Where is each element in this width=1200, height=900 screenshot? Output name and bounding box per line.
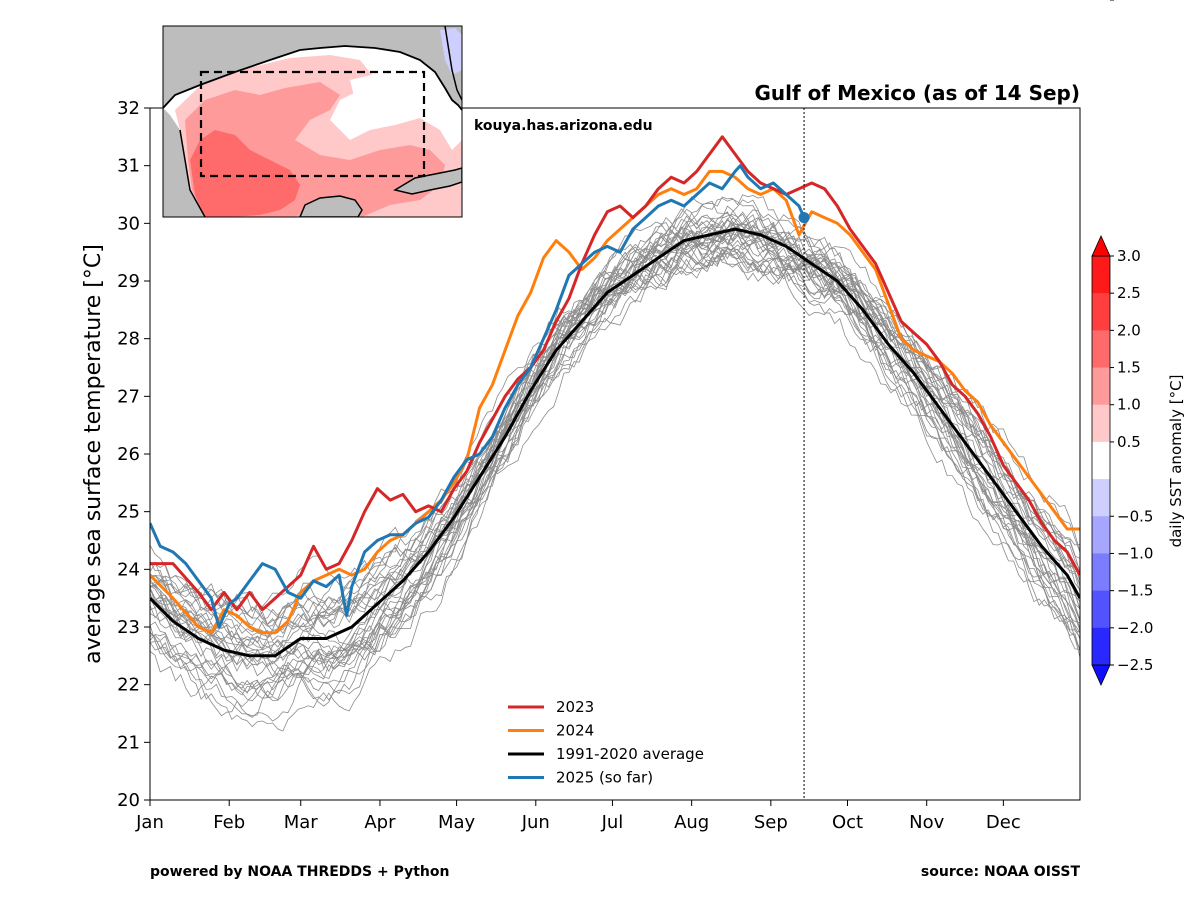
legend-label: 2024 [556, 722, 594, 740]
colorbar-tick-label: −1.0 [1117, 544, 1153, 562]
colorbar-tick-label: −0.5 [1117, 507, 1153, 525]
y-tick-label: 20 [117, 790, 140, 811]
y-tick-label: 23 [117, 617, 140, 638]
y-tick-label: 32 [117, 98, 140, 119]
colorbar-segment [1092, 627, 1110, 666]
historical-year-line [150, 254, 1080, 679]
x-tick-label: Nov [909, 812, 944, 833]
y-tick-label: 27 [117, 386, 140, 407]
historical-year-line [150, 225, 1080, 637]
inset-map-frame [162, 25, 463, 218]
historical-year-line [150, 223, 1080, 649]
y-tick-label: 22 [117, 675, 140, 696]
colorbar-segment [1092, 553, 1110, 592]
source-credit: source: NOAA OISST [921, 864, 1081, 880]
colorbar-tick-label: −2.5 [1117, 656, 1153, 674]
colorbar-tick-label: 1.0 [1117, 396, 1141, 414]
y-axis-label: average sea surface temperature [°C] [81, 244, 106, 664]
colorbar-tick-label: 0.5 [1117, 433, 1141, 451]
y-tick-label: 28 [117, 329, 140, 350]
x-tick-label: Feb [213, 812, 245, 833]
colorbar: 3.0 2.5 2.0 1.5 1.0 0.5 −0.5 −1.0 −1.5 −2.0 −2.5 −3… [1091, 0, 1153, 686]
historical-year-line [150, 222, 1080, 632]
colorbar-tick-label: 1.5 [1117, 359, 1141, 377]
historical-year-line [150, 224, 1080, 732]
colorbar-tick-label: −3.0 [1117, 0, 1153, 4]
y-axis-ticks: 20 21 22 23 24 25 26 27 28 29 30 31 32 [117, 98, 150, 811]
y-tick-label: 29 [117, 271, 140, 292]
chart-title: Gulf of Mexico (as of 14 Sep) [755, 81, 1081, 105]
legend-label: 1991-2020 average [556, 745, 704, 763]
colorbar-tick-label: −1.5 [1117, 582, 1153, 600]
y-tick-label: 26 [117, 444, 140, 465]
map-mexico-coast [179, 129, 206, 217]
colorbar-segment [1092, 367, 1110, 406]
legend: 2023 2024 1991-2020 average 2025 (so far) [508, 698, 704, 787]
x-tick-label: Mar [284, 812, 319, 833]
colorbar-extend-top [1091, 235, 1111, 257]
colorbar-frame [1091, 255, 1111, 666]
historical-year-line [150, 233, 1080, 651]
colorbar-tick-label: −2.0 [1117, 619, 1153, 637]
historical-year-line [150, 217, 1080, 722]
x-tick-label: Dec [986, 812, 1021, 833]
historical-year-line [150, 252, 1080, 661]
y-tick-label: 21 [117, 732, 140, 753]
y-tick-label: 31 [117, 156, 140, 177]
series-line-2023 [150, 135, 1080, 612]
colorbar-segment [1092, 404, 1110, 443]
x-axis-ticks: Jan Feb Mar Apr May Jun Jul Aug Sep Oct Nov Dec [135, 800, 1021, 833]
map-florida-coast [444, 26, 462, 101]
current-day-marker-dot [798, 212, 810, 224]
series-line-2024 [150, 169, 1080, 635]
x-tick-label: Jul [601, 812, 624, 833]
colorbar-segment [1092, 330, 1110, 369]
legend-label: 2025 (so far) [556, 769, 653, 787]
colorbar-segment [1092, 590, 1110, 629]
website-credit: kouya.has.arizona.edu [474, 118, 653, 134]
legend-label: 2023 [556, 698, 594, 716]
colorbar-segment [1092, 256, 1110, 294]
map-anomaly-white-patch [350, 72, 415, 115]
colorbar-tick-label: 3.0 [1117, 247, 1141, 265]
map-yucatan [299, 195, 363, 217]
historical-year-line [150, 230, 1080, 693]
map-coastline [163, 45, 462, 111]
map-region-box [199, 70, 426, 178]
colorbar-segment [1092, 441, 1110, 480]
x-tick-label: Aug [674, 812, 709, 833]
series-lines [150, 135, 1080, 658]
colorbar-extend-bottom [1091, 664, 1111, 686]
x-tick-label: Jan [135, 812, 164, 833]
historical-year-line [150, 249, 1080, 702]
x-tick-label: May [438, 812, 476, 833]
map-anomaly-blue-patch [440, 28, 462, 75]
historical-year-line [150, 241, 1080, 664]
map-anomaly-red [190, 130, 300, 217]
y-tick-label: 25 [117, 502, 140, 523]
colorbar-segment [1092, 293, 1110, 331]
series-line-2025-so-far- [150, 164, 806, 629]
colorbar-tick-label: 2.0 [1117, 321, 1141, 339]
inset-map [162, 25, 463, 218]
colorbar-label: daily SST anomaly [°C] [1167, 375, 1185, 548]
y-tick-label: 30 [117, 213, 140, 234]
x-tick-label: Apr [364, 812, 396, 833]
colorbar-segment [1092, 516, 1110, 554]
colorbar-tick-label: 2.5 [1117, 284, 1141, 302]
x-tick-label: Jun [521, 812, 550, 833]
x-tick-label: Oct [832, 812, 863, 833]
colorbar-segment [1092, 479, 1110, 517]
x-tick-label: Sep [754, 812, 788, 833]
powered-by-credit: powered by NOAA THREDDS + Python [150, 864, 449, 880]
y-tick-label: 24 [117, 559, 140, 580]
series-line-1991-2020-average [150, 227, 1080, 658]
